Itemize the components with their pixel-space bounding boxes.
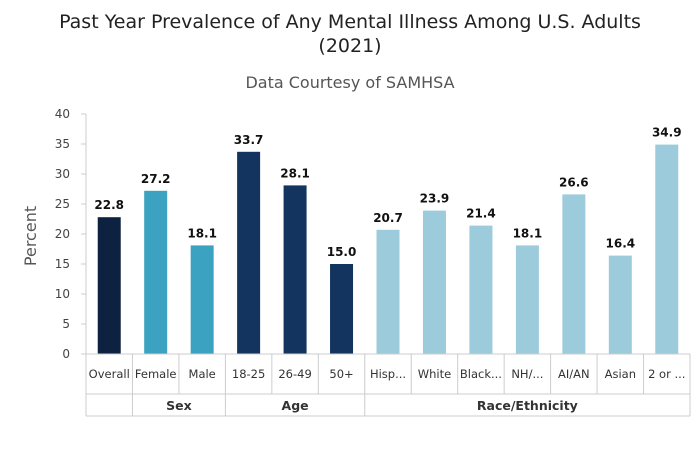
data-label: 28.1 (280, 166, 310, 180)
y-tick-label: 20 (55, 227, 70, 241)
chart-subtitle: Data Courtesy of SAMHSA (245, 73, 454, 92)
x-tick-label: Black... (460, 367, 502, 381)
x-tick-label: 26-49 (278, 367, 311, 381)
bar-9 (469, 225, 493, 354)
x-tick-label: Overall (89, 367, 130, 381)
data-label: 20.7 (373, 211, 403, 225)
chart-title-line2: (2021) (318, 35, 381, 57)
data-label: 34.9 (652, 126, 682, 140)
data-label: 21.4 (466, 207, 496, 221)
x-tick-label: 50+ (329, 367, 353, 381)
y-tick-label: 30 (55, 167, 70, 181)
data-label: 16.4 (606, 237, 636, 251)
data-label: 26.6 (559, 175, 589, 189)
category-table: Overall Female Male 18-25 26-49 50+ Hisp... Whi… (85, 353, 691, 417)
data-label: 33.7 (234, 133, 264, 147)
bars: 22.8 27.2 18.1 33.7 28.1 15.0 20.7 23.9 21.4 18.1… (94, 126, 682, 354)
x-tick-label: Hisp... (370, 367, 406, 381)
y-tick-label: 10 (55, 287, 70, 301)
x-tick-label: AI/AN (558, 367, 590, 381)
x-tick-label: NH/... (511, 367, 543, 381)
x-tick-label: 2 or ... (648, 367, 685, 381)
data-label: 23.9 (420, 192, 450, 206)
bar-11 (562, 194, 586, 354)
data-label: 18.1 (187, 226, 217, 240)
bar-3 (190, 245, 214, 354)
group-label: Race/Ethnicity (477, 398, 578, 413)
y-tick-label: 0 (62, 347, 70, 361)
axes: 0 5 10 15 20 25 30 35 40 (55, 107, 87, 361)
y-tick-label: 35 (55, 137, 70, 151)
x-tick-label: Male (189, 367, 216, 381)
group-label: Sex (166, 398, 192, 413)
data-label: 22.8 (94, 198, 124, 212)
bar-2 (144, 190, 168, 354)
data-label: 27.2 (141, 172, 171, 186)
data-label: 18.1 (513, 226, 543, 240)
bar-1 (97, 217, 121, 354)
x-tick-label: 18-25 (232, 367, 265, 381)
y-tick-label: 25 (55, 197, 70, 211)
bar-13 (655, 144, 679, 354)
y-tick-label: 5 (62, 317, 70, 331)
group-label: Age (282, 398, 309, 413)
chart-title-line1: Past Year Prevalence of Any Mental Illne… (59, 11, 641, 33)
bar-4 (237, 151, 261, 354)
y-tick-label: 40 (55, 107, 70, 121)
x-tick-label: Asian (605, 367, 636, 381)
bar-6 (330, 264, 354, 354)
y-axis-label: Percent (21, 206, 40, 266)
bar-5 (283, 185, 307, 354)
bar-7 (376, 229, 400, 354)
x-tick-label: White (418, 367, 451, 381)
y-tick-label: 15 (55, 257, 70, 271)
bar-12 (608, 255, 632, 354)
data-label: 15.0 (327, 245, 357, 259)
bar-10 (515, 245, 539, 354)
bar-8 (422, 210, 446, 354)
x-tick-label: Female (135, 367, 177, 381)
